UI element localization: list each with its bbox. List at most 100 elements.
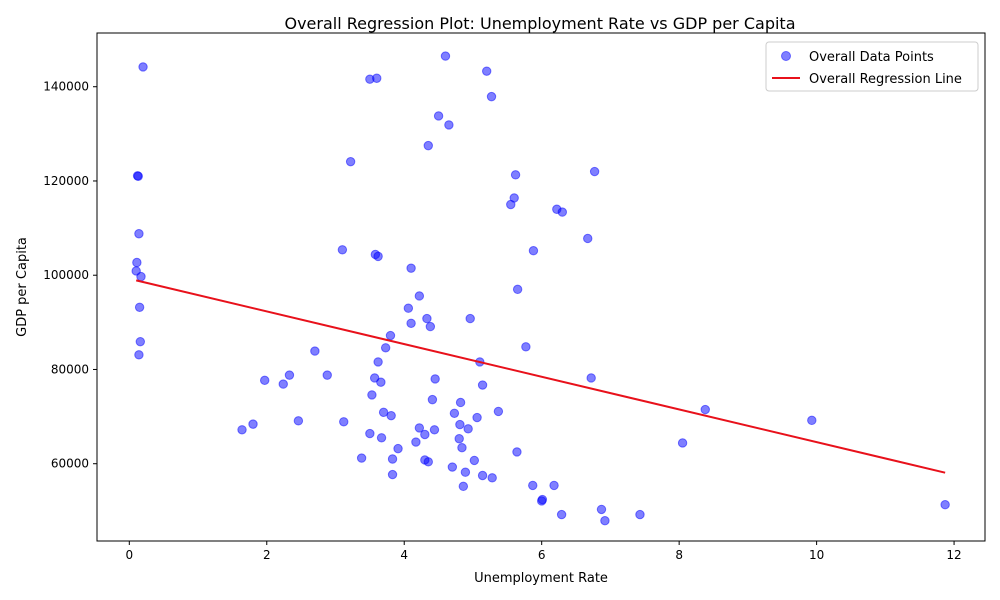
plot-frame <box>96 32 986 542</box>
data-point <box>136 271 146 282</box>
data-point <box>337 245 348 255</box>
legend: Overall Data Points Overall Regression L… <box>765 41 979 92</box>
x-tick-label: 2 <box>263 548 271 562</box>
data-point <box>423 140 433 151</box>
data-point <box>427 394 438 405</box>
y-tick-label: 120000 <box>43 174 89 188</box>
data-point <box>586 373 596 383</box>
data-point <box>380 343 391 353</box>
data-point <box>458 481 469 492</box>
ticks-layer: 0 2 4 6 8 10 12 60000 80000 100000 120000 140000 <box>43 80 962 562</box>
data-point <box>528 480 538 491</box>
data-point <box>510 170 521 180</box>
data-point <box>403 303 414 313</box>
x-tick-label: 12 <box>946 548 961 562</box>
x-tick-label: 6 <box>538 548 546 562</box>
data-point <box>411 437 421 447</box>
data-point <box>486 91 497 102</box>
data-point <box>557 207 568 217</box>
points-layer <box>131 51 950 526</box>
data-point <box>373 357 383 367</box>
legend-label-points: Overall Data Points <box>809 50 934 65</box>
data-point <box>386 410 396 421</box>
data-point <box>440 51 451 61</box>
data-point <box>376 377 386 387</box>
data-point <box>444 120 454 130</box>
data-point <box>433 111 444 121</box>
data-point <box>635 509 645 520</box>
data-point <box>506 199 516 210</box>
data-point <box>463 424 473 434</box>
data-point <box>387 454 398 464</box>
data-point <box>373 251 383 262</box>
regression-line <box>135 279 946 474</box>
data-point <box>455 397 466 408</box>
y-axis-label: GDP per Capita <box>15 237 30 337</box>
data-point <box>134 302 145 312</box>
data-point <box>248 419 258 429</box>
data-point <box>472 412 482 423</box>
x-tick-label: 0 <box>125 548 133 562</box>
data-point <box>429 425 440 435</box>
data-point <box>477 380 488 390</box>
regression-line-layer <box>135 279 946 474</box>
data-point <box>469 455 480 466</box>
data-point <box>449 408 460 418</box>
data-point <box>460 467 471 477</box>
data-point <box>482 66 492 76</box>
data-point <box>310 346 320 356</box>
data-point <box>293 416 304 426</box>
data-point <box>134 229 144 239</box>
data-point <box>356 453 367 463</box>
data-point <box>378 407 389 418</box>
data-point <box>278 379 288 389</box>
data-point <box>589 166 600 177</box>
data-point <box>556 509 567 520</box>
data-point <box>284 370 295 380</box>
y-tick-label: 80000 <box>51 362 89 376</box>
data-point <box>237 425 247 435</box>
legend-label-line: Overall Regression Line <box>809 72 962 87</box>
data-point <box>367 390 377 400</box>
data-point <box>260 375 270 386</box>
data-point <box>372 73 382 83</box>
data-point <box>600 516 610 526</box>
data-point <box>487 473 497 483</box>
y-tick-label: 60000 <box>51 457 89 471</box>
chart-title: Overall Regression Plot: Unemployment Ra… <box>284 14 795 33</box>
x-tick-label: 4 <box>400 548 408 562</box>
legend-marker-points <box>781 51 791 61</box>
data-point <box>493 406 504 417</box>
data-point <box>345 156 356 167</box>
data-point <box>422 313 432 324</box>
data-point <box>134 350 144 360</box>
data-point <box>133 171 143 181</box>
data-point <box>132 257 142 268</box>
data-point <box>465 313 475 324</box>
data-point <box>596 504 607 515</box>
data-point <box>322 370 332 380</box>
data-point <box>138 62 148 72</box>
x-axis-label: Unemployment Rate <box>474 571 608 586</box>
data-point <box>536 496 547 506</box>
data-point <box>135 336 146 347</box>
data-point <box>677 438 688 448</box>
data-point <box>423 457 433 467</box>
data-point <box>940 500 950 510</box>
data-point <box>425 321 436 332</box>
x-tick-label: 8 <box>675 548 683 562</box>
data-point <box>414 291 425 301</box>
data-point <box>339 417 349 427</box>
data-point <box>406 318 416 328</box>
data-point <box>512 447 522 457</box>
data-point <box>454 434 464 444</box>
data-point <box>521 342 531 352</box>
data-point <box>393 443 403 454</box>
data-point <box>430 374 440 384</box>
data-point <box>406 263 416 273</box>
data-point <box>700 404 710 415</box>
data-point <box>457 442 467 453</box>
data-point <box>420 429 430 440</box>
